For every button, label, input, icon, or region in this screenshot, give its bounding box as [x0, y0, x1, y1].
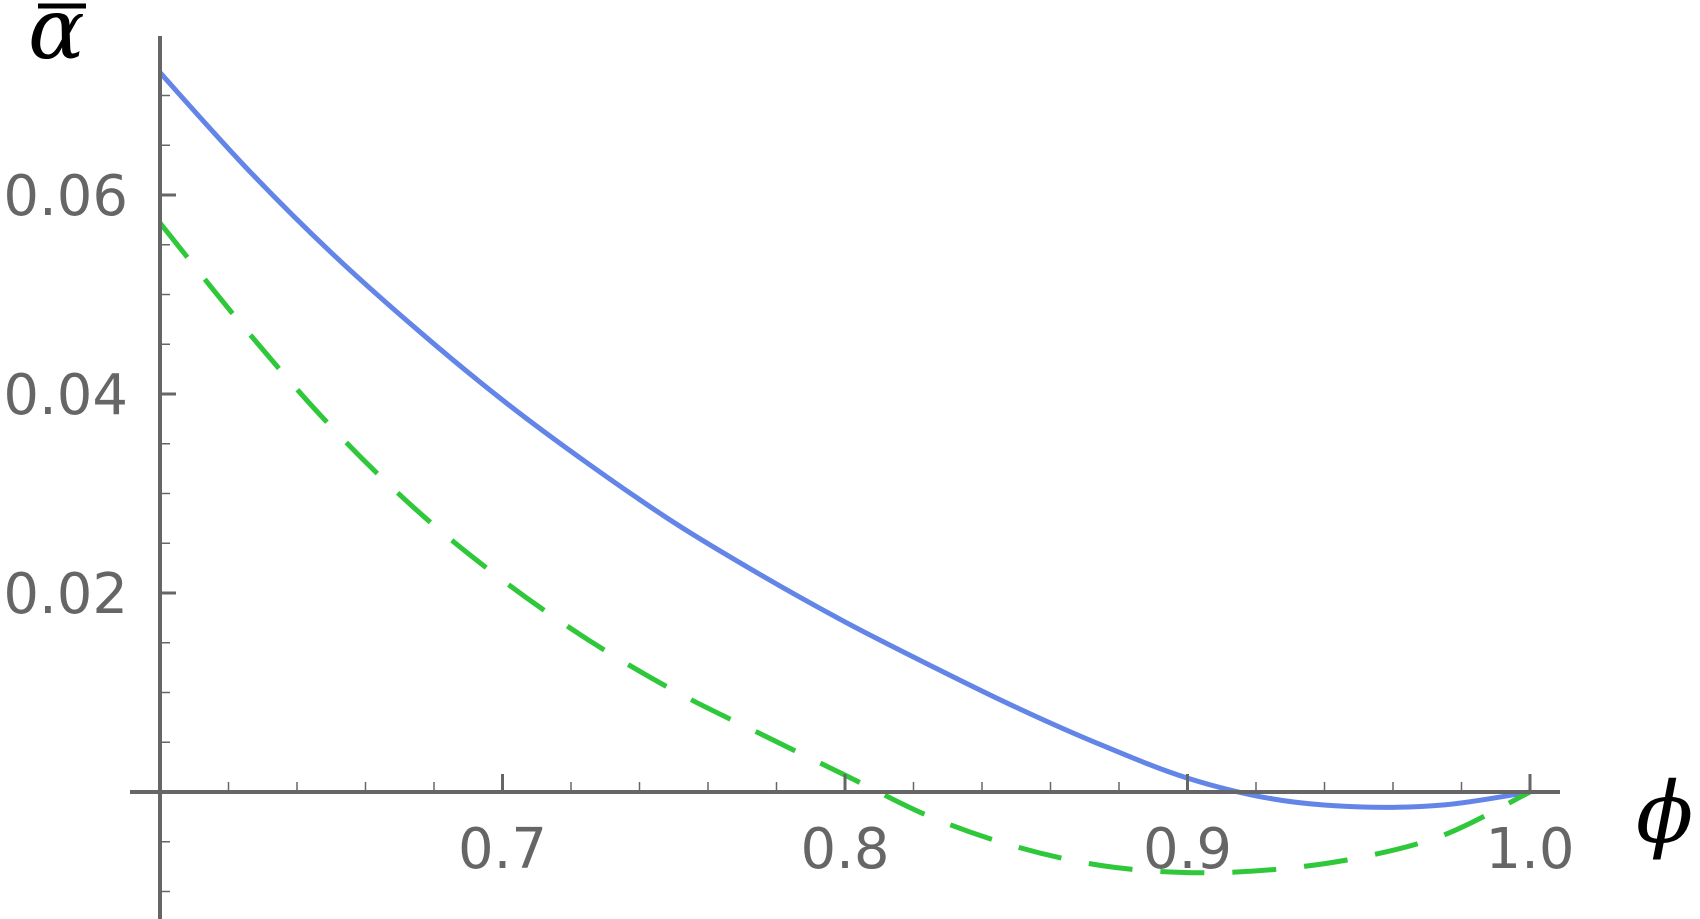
x-tick-label: 0.7	[458, 817, 547, 882]
minor-ticks	[160, 94, 1463, 893]
x-tick-label: 0.8	[800, 817, 889, 882]
y-tick-label: 0.04	[3, 363, 128, 428]
solid-curve	[158, 70, 1531, 810]
y-tick-label: 0.02	[3, 562, 128, 627]
x-tick-label: 0.9	[1143, 817, 1232, 882]
x-ticks: 0.7 0.8 0.9 1.0	[458, 774, 1575, 882]
y-ticks: 0.02 0.04 0.06	[3, 164, 176, 627]
x-tick-label: 1.0	[1485, 817, 1574, 882]
curves	[158, 70, 1532, 876]
y-axis-label: α	[28, 0, 85, 78]
x-axis-label: ϕ	[1636, 764, 1693, 862]
dashed-curve	[158, 221, 1532, 876]
y-tick-label: 0.06	[3, 164, 128, 229]
